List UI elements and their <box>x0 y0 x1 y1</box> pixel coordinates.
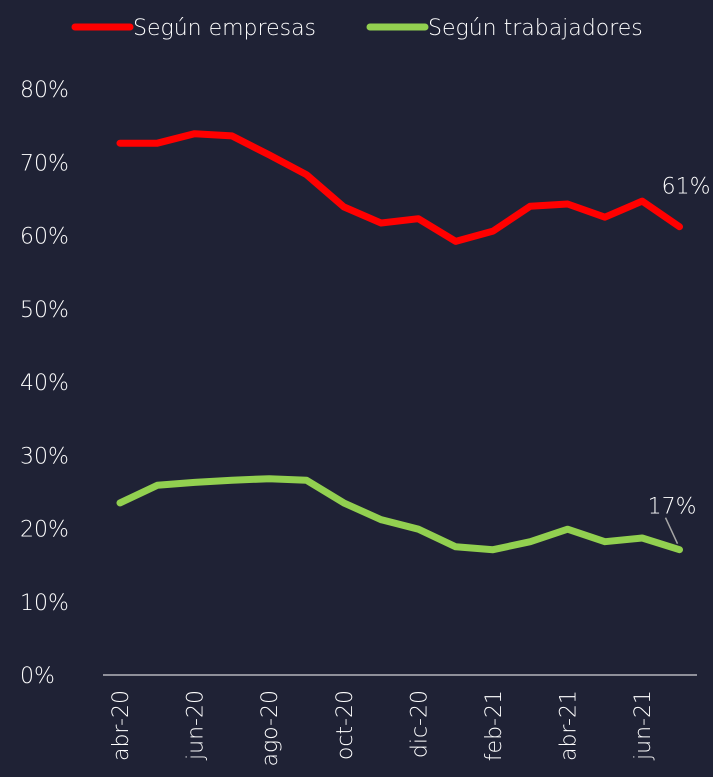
y-tick-label: 30% <box>20 444 69 469</box>
data-label: 61% <box>662 175 711 200</box>
y-tick-label: 10% <box>20 591 69 616</box>
legend-label: Según trabajadores <box>428 16 643 41</box>
x-tick-label: jun-20 <box>184 690 209 761</box>
x-tick-label: abr-20 <box>109 690 134 761</box>
y-tick-label: 80% <box>20 78 69 103</box>
x-tick-label: jun-21 <box>631 690 656 761</box>
y-tick-label: 60% <box>20 225 69 250</box>
y-tick-label: 20% <box>20 518 69 543</box>
y-tick-label: 40% <box>20 371 69 396</box>
y-tick-label: 70% <box>20 151 69 176</box>
x-tick-label: abr-21 <box>557 690 582 761</box>
x-tick-label: dic-20 <box>407 690 432 758</box>
data-label: 17% <box>648 495 697 520</box>
y-tick-label: 0% <box>20 664 55 689</box>
y-tick-label: 50% <box>20 298 69 323</box>
x-tick-label: ago-20 <box>258 690 283 766</box>
x-tick-label: oct-20 <box>333 690 358 760</box>
label-pointer <box>664 517 679 545</box>
line-series <box>116 475 683 554</box>
x-tick-label: feb-21 <box>482 690 507 761</box>
line-series <box>116 130 683 245</box>
legend-label: Según empresas <box>133 16 316 41</box>
